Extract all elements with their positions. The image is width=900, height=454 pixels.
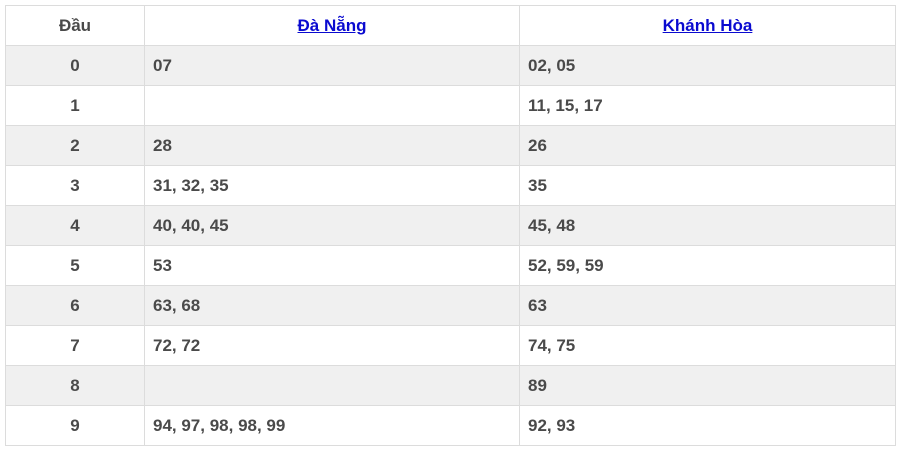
da-nang-cell [144, 85, 520, 126]
head-cell: 9 [5, 405, 145, 446]
da-nang-link[interactable]: Đà Nẵng [297, 15, 367, 35]
table-row: 1 11, 15, 17 [5, 85, 896, 126]
khanh-hoa-cell: 11, 15, 17 [519, 85, 896, 126]
khanh-hoa-cell: 89 [519, 365, 896, 406]
header-dau: Đầu [5, 5, 145, 46]
head-cell: 6 [5, 285, 145, 326]
da-nang-cell: 31, 32, 35 [144, 165, 520, 206]
table-row: 6 63, 68 63 [5, 285, 896, 326]
lottery-head-table: Đầu Đà Nẵng Khánh Hòa 0 07 02, 05 1 11, 15, … [5, 5, 896, 446]
table-row: 0 07 02, 05 [5, 45, 896, 86]
da-nang-cell: 40, 40, 45 [144, 205, 520, 246]
khanh-hoa-cell: 92, 93 [519, 405, 896, 446]
khanh-hoa-cell: 74, 75 [519, 325, 896, 366]
da-nang-cell: 28 [144, 125, 520, 166]
head-cell: 2 [5, 125, 145, 166]
table-row: 2 28 26 [5, 125, 896, 166]
head-cell: 1 [5, 85, 145, 126]
header-khanh-hoa: Khánh Hòa [519, 5, 896, 46]
khanh-hoa-cell: 35 [519, 165, 896, 206]
da-nang-cell: 63, 68 [144, 285, 520, 326]
da-nang-cell [144, 365, 520, 406]
da-nang-cell: 94, 97, 98, 98, 99 [144, 405, 520, 446]
table-row: 3 31, 32, 35 35 [5, 165, 896, 206]
header-row: Đầu Đà Nẵng Khánh Hòa [5, 5, 896, 46]
table-row: 8 89 [5, 365, 896, 406]
head-cell: 7 [5, 325, 145, 366]
head-cell: 8 [5, 365, 145, 406]
table-row: 9 94, 97, 98, 98, 99 92, 93 [5, 405, 896, 446]
head-cell: 3 [5, 165, 145, 206]
khanh-hoa-cell: 45, 48 [519, 205, 896, 246]
header-da-nang: Đà Nẵng [144, 5, 520, 46]
khanh-hoa-link[interactable]: Khánh Hòa [662, 15, 753, 35]
head-cell: 5 [5, 245, 145, 286]
da-nang-cell: 07 [144, 45, 520, 86]
khanh-hoa-cell: 63 [519, 285, 896, 326]
khanh-hoa-cell: 02, 05 [519, 45, 896, 86]
head-cell: 4 [5, 205, 145, 246]
khanh-hoa-cell: 26 [519, 125, 896, 166]
head-cell: 0 [5, 45, 145, 86]
table-row: 7 72, 72 74, 75 [5, 325, 896, 366]
da-nang-cell: 53 [144, 245, 520, 286]
table-row: 4 40, 40, 45 45, 48 [5, 205, 896, 246]
khanh-hoa-cell: 52, 59, 59 [519, 245, 896, 286]
da-nang-cell: 72, 72 [144, 325, 520, 366]
table-row: 5 53 52, 59, 59 [5, 245, 896, 286]
